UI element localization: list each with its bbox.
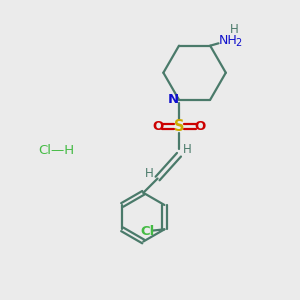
Text: Cl—H: Cl—H bbox=[38, 143, 74, 157]
Text: NH: NH bbox=[219, 34, 238, 47]
Text: O: O bbox=[152, 120, 163, 133]
Text: H: H bbox=[145, 167, 154, 180]
Text: S: S bbox=[174, 119, 184, 134]
Text: N: N bbox=[167, 93, 178, 106]
Text: O: O bbox=[195, 120, 206, 133]
Text: H: H bbox=[183, 143, 192, 156]
Text: H: H bbox=[230, 23, 239, 36]
Text: 2: 2 bbox=[235, 38, 242, 48]
Text: Cl: Cl bbox=[140, 225, 154, 238]
